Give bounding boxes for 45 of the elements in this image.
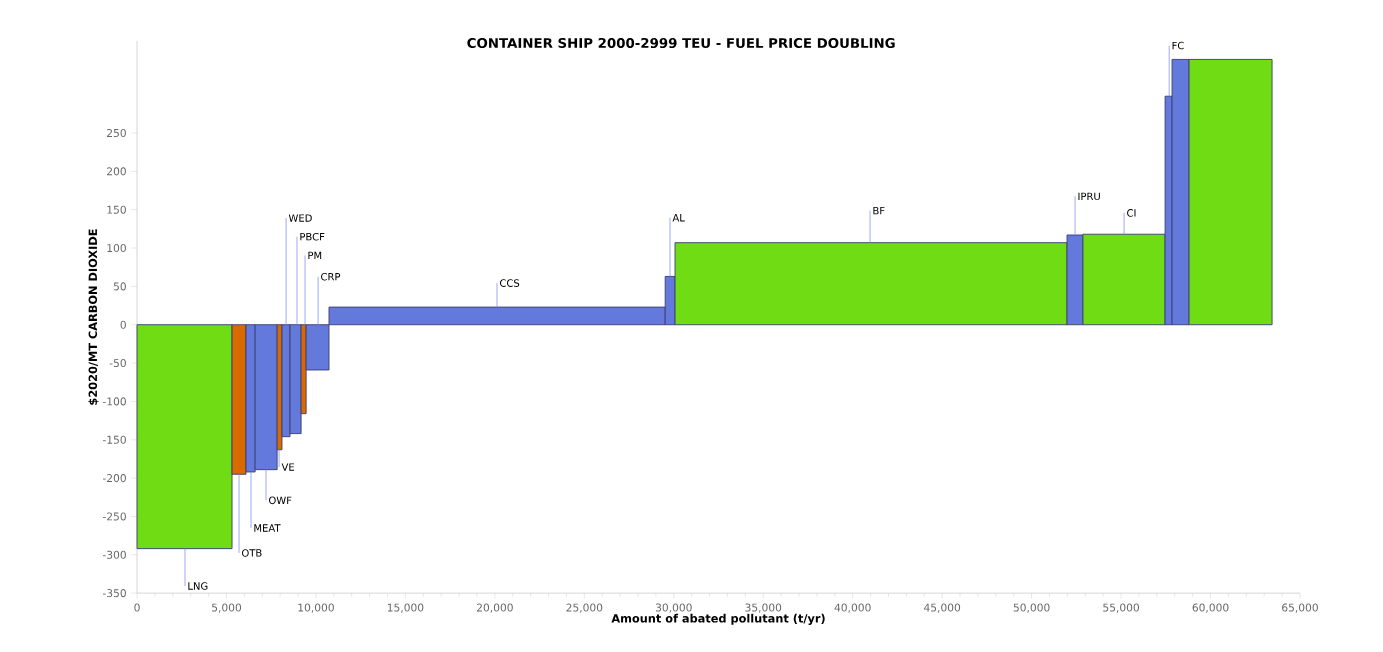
- x-tick-label: 50,000: [1013, 603, 1050, 613]
- y-tick-label: -150: [102, 435, 126, 444]
- y-tick-label: -100: [102, 397, 126, 406]
- annotation: OWF: [269, 496, 292, 505]
- annotation: AL: [672, 214, 685, 222]
- y-axis-title: $2020/MT CARBON DIOXIDE: [88, 229, 99, 405]
- y-tick-label: -250: [102, 512, 126, 521]
- x-tick-label: 30,000: [655, 603, 692, 613]
- y-tick-label: -300: [102, 550, 126, 559]
- annotation: PBCF: [300, 232, 325, 241]
- x-tick-label: 60,000: [1192, 603, 1229, 613]
- x-tick-label: 25,000: [566, 603, 603, 613]
- x-tick-label: 20,000: [476, 603, 513, 613]
- y-tick-label: -50: [109, 358, 126, 368]
- x-tick-label: 40,000: [834, 603, 871, 613]
- x-axis-title: Amount of abated pollutant (t/yr): [611, 613, 825, 625]
- y-tick-label: 250: [107, 128, 126, 137]
- annotation: CCS: [499, 279, 520, 287]
- annotation: VE: [281, 463, 295, 471]
- annotation: IPRU: [1078, 192, 1100, 200]
- y-tick-label: -350: [102, 589, 126, 598]
- annotation: PM: [308, 251, 322, 259]
- y-tick-label: 0: [120, 320, 126, 329]
- annotation: WED: [288, 214, 312, 222]
- x-tick-label: 65,000: [1282, 603, 1318, 613]
- y-tick-label: -200: [102, 473, 126, 483]
- x-tick-label: 10,000: [298, 603, 334, 613]
- x-tick-label: 55,000: [1103, 603, 1140, 613]
- x-tick-label: 15,000: [387, 603, 424, 613]
- annotation: CI: [1127, 209, 1136, 217]
- annotation: LNG: [188, 582, 208, 590]
- y-tick-label: 50: [113, 282, 126, 291]
- annotation: BF: [873, 206, 885, 215]
- annotation: MEAT: [254, 524, 281, 532]
- y-tick-label: 100: [107, 243, 126, 253]
- annotation: FC: [1172, 41, 1184, 50]
- annotation: OTB: [241, 549, 262, 557]
- y-tick-label: 200: [107, 167, 126, 176]
- x-tick-label: 0: [134, 603, 140, 612]
- x-tick-label: 5,000: [212, 603, 242, 613]
- x-tick-label: 35,000: [745, 603, 782, 613]
- y-tick-label: 150: [107, 205, 126, 214]
- annotation: CRP: [321, 272, 341, 281]
- chart-title: CONTAINER SHIP 2000-2999 TEU - FUEL PRICE DOUBLING: [467, 37, 895, 48]
- x-tick-label: 45,000: [924, 603, 961, 613]
